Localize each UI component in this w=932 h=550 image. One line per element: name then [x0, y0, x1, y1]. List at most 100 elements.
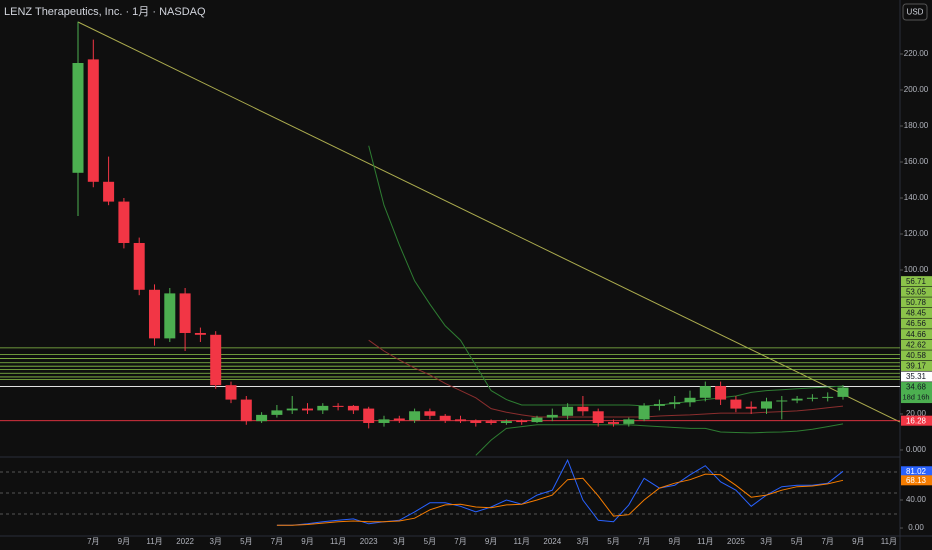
x-tick-label: 9月: [852, 537, 864, 546]
x-tick-label: 9月: [485, 537, 497, 546]
candle-body: [761, 401, 772, 409]
candle-body: [424, 411, 436, 416]
candle-body: [730, 399, 742, 409]
candle-body: [149, 289, 160, 339]
level-label: 50.78: [906, 298, 927, 307]
candle-body: [347, 405, 359, 411]
level-box: [901, 350, 932, 361]
price-box: [901, 382, 932, 404]
candle-body: [500, 421, 512, 423]
x-tick-label: 3月: [209, 537, 221, 546]
level-box: [901, 360, 932, 371]
candle-body: [439, 415, 451, 421]
y-tick-label: 120.00: [904, 229, 929, 238]
x-tick-label: 7月: [454, 537, 466, 546]
candle-body: [546, 414, 558, 418]
candle-body: [332, 405, 344, 407]
x-tick-label: 3月: [760, 537, 772, 546]
x-tick-label: 5月: [791, 537, 803, 546]
x-tick-label: 3月: [577, 537, 589, 546]
overlay-line: [368, 339, 844, 418]
candle-body: [745, 406, 757, 409]
x-tick-label: 7月: [821, 537, 833, 546]
candle-body: [776, 400, 788, 402]
currency-label[interactable]: USD: [907, 8, 924, 17]
x-tick-label: 5月: [240, 537, 252, 546]
candle-body: [592, 411, 604, 423]
candle-body: [837, 387, 849, 397]
osc-tick-label: 0.00: [908, 523, 924, 532]
candle-body: [118, 201, 130, 243]
candle-body: [684, 397, 696, 403]
candle-body: [87, 59, 99, 182]
level-label: 56.71: [906, 277, 927, 286]
candle-body: [822, 396, 834, 398]
overlay-line: [368, 145, 844, 407]
osc-value-label: 68.13: [906, 476, 927, 485]
oscillator-line: [276, 473, 844, 526]
candle-body: [378, 419, 390, 423]
currency-button[interactable]: [902, 3, 928, 21]
candle-body: [363, 408, 375, 423]
candle-body: [715, 386, 727, 400]
candle-body: [516, 420, 528, 423]
candle-body: [256, 414, 268, 422]
candle-body: [562, 406, 574, 416]
candle-body: [72, 62, 84, 173]
level-label: 53.05: [906, 287, 927, 296]
x-tick-label: 11月: [330, 537, 346, 546]
candle-body: [286, 408, 298, 411]
osc-value-box: [901, 466, 932, 477]
level-box: [901, 286, 932, 297]
candle-body: [531, 417, 543, 423]
candle-body: [409, 411, 421, 421]
candle-body: [393, 418, 405, 421]
candle-body: [271, 410, 283, 415]
candle-body: [317, 405, 329, 411]
candle-body: [470, 420, 482, 423]
level-box: [901, 318, 932, 329]
candle-body: [653, 404, 665, 406]
y-tick-label: 100.00: [904, 265, 929, 274]
x-tick-label: 2025: [727, 537, 745, 546]
level-label: 46.56: [906, 319, 927, 328]
y-tick-label: 20.00: [906, 409, 927, 418]
x-tick-label: 9月: [301, 537, 313, 546]
x-tick-label: 11月: [697, 537, 713, 546]
x-tick-label: 11月: [514, 537, 530, 546]
level-label: 39.17: [906, 362, 927, 371]
x-tick-label: 5月: [424, 537, 436, 546]
candle-body: [699, 386, 711, 398]
oscillator-line: [276, 458, 844, 526]
candle-body: [103, 181, 115, 202]
candle-body: [577, 406, 589, 412]
level-label: 35.31: [906, 372, 927, 381]
chart-title: LENZ Therapeutics, Inc. · 1月 · NASDAQ: [4, 6, 206, 18]
x-tick-label: 5月: [607, 537, 619, 546]
x-tick-label: 11月: [881, 537, 897, 546]
y-tick-label: 160.00: [904, 157, 929, 166]
countdown-label: 18d 16h: [902, 393, 929, 402]
x-tick-label: 9月: [668, 537, 680, 546]
y-tick-label: 0.000: [906, 445, 927, 454]
candle-body: [608, 422, 619, 424]
osc-tick-label: 40.00: [906, 495, 927, 504]
candle-body: [210, 334, 222, 386]
candle-body: [806, 397, 818, 399]
x-tick-label: 7月: [87, 537, 99, 546]
candle-body: [133, 242, 145, 290]
candle-body: [225, 385, 237, 400]
candle-body: [669, 402, 681, 405]
level-box: [901, 276, 932, 287]
osc-value-box: [901, 475, 932, 486]
x-tick-label: 7月: [638, 537, 650, 546]
trend-line: [77, 21, 901, 423]
x-tick-label: 2022: [176, 537, 194, 546]
candle-body: [623, 419, 635, 424]
x-tick-label: 11月: [146, 537, 162, 546]
candle-body: [240, 399, 252, 422]
level-label: 40.58: [906, 351, 927, 360]
overlay-line: [475, 423, 844, 456]
